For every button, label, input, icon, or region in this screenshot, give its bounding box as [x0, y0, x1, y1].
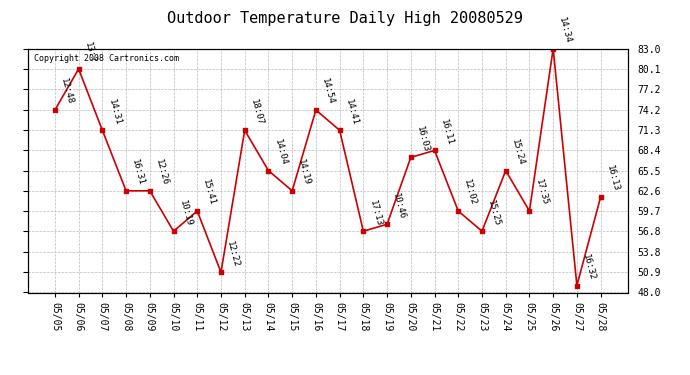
Text: 17:35: 17:35 [533, 178, 549, 207]
Point [144, 188, 155, 194]
Text: 12:26: 12:26 [154, 158, 170, 187]
Text: 15:25: 15:25 [486, 199, 502, 227]
Point [310, 107, 322, 113]
Text: 18:07: 18:07 [249, 98, 264, 126]
Point [192, 208, 203, 214]
Point [50, 107, 61, 113]
Point [215, 269, 226, 275]
Point [358, 228, 369, 234]
Text: 14:19: 14:19 [296, 158, 312, 187]
Text: 14:41: 14:41 [344, 98, 359, 126]
Point [382, 221, 393, 227]
Text: 14:34: 14:34 [558, 16, 573, 45]
Text: Copyright 2008 Cartronics.com: Copyright 2008 Cartronics.com [34, 54, 179, 63]
Text: 12:48: 12:48 [59, 78, 75, 106]
Point [239, 127, 250, 133]
Point [500, 168, 511, 174]
Point [477, 228, 488, 234]
Text: 15:41: 15:41 [201, 178, 217, 207]
Text: 10:19: 10:19 [178, 199, 193, 227]
Point [548, 46, 559, 52]
Point [405, 154, 416, 160]
Text: 16:13: 16:13 [604, 165, 620, 193]
Text: 13:?: 13:? [83, 42, 97, 65]
Text: 12:02: 12:02 [462, 178, 478, 207]
Text: 14:31: 14:31 [106, 98, 122, 126]
Point [524, 208, 535, 214]
Point [73, 66, 84, 72]
Point [453, 208, 464, 214]
Point [168, 228, 179, 234]
Point [571, 282, 582, 288]
Point [97, 127, 108, 133]
Text: Outdoor Temperature Daily High 20080529: Outdoor Temperature Daily High 20080529 [167, 11, 523, 26]
Text: 16:32: 16:32 [581, 253, 597, 281]
Text: 16:03: 16:03 [415, 125, 431, 153]
Point [334, 127, 345, 133]
Point [595, 194, 606, 200]
Point [286, 188, 297, 194]
Point [263, 168, 274, 174]
Text: 16:31: 16:31 [130, 158, 146, 187]
Text: 14:54: 14:54 [320, 78, 336, 106]
Point [429, 147, 440, 153]
Text: 12:22: 12:22 [225, 240, 241, 268]
Text: 14:04: 14:04 [273, 138, 288, 166]
Text: 10:46: 10:46 [391, 192, 407, 220]
Text: 15:24: 15:24 [510, 138, 526, 166]
Point [121, 188, 132, 194]
Text: 16:11: 16:11 [439, 118, 454, 146]
Text: 17:13: 17:13 [368, 199, 383, 227]
